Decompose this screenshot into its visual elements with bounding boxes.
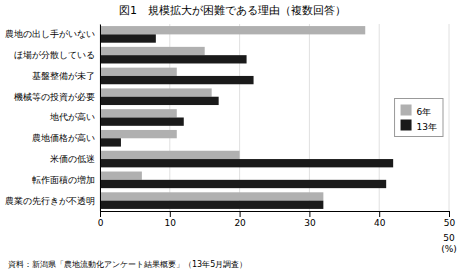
tick-mark bbox=[100, 211, 101, 217]
bars bbox=[100, 26, 393, 209]
bar bbox=[100, 34, 156, 42]
bar bbox=[100, 201, 323, 209]
tick-label: 機械等の投資が必要 bbox=[14, 92, 95, 102]
bar bbox=[100, 26, 365, 34]
legend-label: 6年 bbox=[417, 107, 432, 117]
tick-label: 地代が高い bbox=[49, 112, 95, 122]
tick-label: 20 bbox=[234, 218, 246, 228]
y-tick: ほ場が分散している bbox=[14, 50, 100, 60]
axis-line bbox=[101, 212, 450, 218]
tick-label: 基盤整備が未了 bbox=[32, 71, 95, 81]
annotation: 50 bbox=[443, 233, 455, 243]
legend-swatch bbox=[401, 120, 412, 131]
bar bbox=[100, 151, 240, 159]
chart-svg: 図1 規模拡大が困難である理由（複数回答） 0 10 20 30 40 50 農地の出し手がい… bbox=[0, 0, 465, 273]
bar bbox=[100, 138, 121, 146]
y-tick: 基盤整備が未了 bbox=[32, 71, 100, 81]
legend-label: 13年 bbox=[417, 122, 437, 132]
legend: 6年 13年 bbox=[395, 99, 443, 137]
tick-label: 50 bbox=[444, 218, 456, 228]
y-tick: 農業の先行きが不透明 bbox=[5, 195, 100, 205]
y-tick: 農地価格が高い bbox=[32, 133, 100, 143]
x-axis: 0 10 20 30 40 50 bbox=[98, 211, 456, 228]
tick-label: 農地価格が高い bbox=[32, 133, 95, 143]
annotation: (%) bbox=[441, 244, 457, 254]
tick-mark bbox=[449, 211, 450, 217]
tick-mark bbox=[379, 211, 380, 217]
bar bbox=[100, 172, 142, 180]
series bbox=[100, 34, 393, 209]
grid bbox=[100, 24, 449, 211]
bar bbox=[100, 55, 247, 63]
bar bbox=[100, 47, 205, 55]
x-tick: 20 bbox=[234, 211, 246, 228]
bar bbox=[100, 180, 386, 188]
y-tick: 機械等の投資が必要 bbox=[14, 92, 100, 102]
tick-label: 米価の低迷 bbox=[50, 154, 95, 164]
bar bbox=[100, 159, 393, 167]
y-tick: 転作面積の増加 bbox=[32, 175, 100, 185]
bar bbox=[100, 109, 177, 117]
x-tick: 10 bbox=[165, 211, 177, 228]
tick-label: 10 bbox=[165, 218, 177, 228]
legend-swatch bbox=[401, 105, 412, 116]
tick-label: 農業の先行きが不透明 bbox=[5, 195, 95, 205]
bar bbox=[100, 192, 323, 200]
axis-line bbox=[100, 25, 101, 212]
y-tick: 地代が高い bbox=[49, 112, 100, 122]
bar bbox=[100, 130, 177, 138]
x-tick: 40 bbox=[374, 211, 386, 228]
bar bbox=[100, 88, 212, 96]
plot: 0 10 20 30 40 50 農地の出し手がいないほ場が分散している基盤整備が未了機械等… bbox=[5, 24, 457, 254]
tick-mark bbox=[170, 211, 171, 217]
grid-line bbox=[449, 24, 450, 211]
tick-label: 農地の出し手がいない bbox=[5, 29, 95, 39]
series bbox=[100, 26, 365, 201]
tick-mark bbox=[240, 211, 241, 217]
tick-mark bbox=[309, 211, 310, 217]
grid-line bbox=[100, 24, 101, 211]
bar bbox=[100, 118, 184, 126]
x-tick: 50 bbox=[444, 211, 456, 228]
y-tick: 米価の低迷 bbox=[50, 154, 100, 164]
y-axis: 農地の出し手がいないほ場が分散している基盤整備が未了機械等の投資が必要地代が高い… bbox=[5, 25, 101, 212]
title: 図1 規模拡大が困難である理由（複数回答） bbox=[119, 4, 346, 17]
bar bbox=[100, 76, 254, 84]
y-tick: 農地の出し手がいない bbox=[5, 29, 100, 39]
legend-item: 13年 bbox=[401, 120, 437, 132]
tick-label: 30 bbox=[304, 218, 316, 228]
legend-frame bbox=[395, 99, 443, 137]
footnote: 資料：新潟県「農地流動化アンケート結果概要」（13年5月調査） bbox=[8, 260, 247, 269]
tick-label: 0 bbox=[98, 218, 104, 228]
bar bbox=[100, 97, 219, 105]
tick-label: ほ場が分散している bbox=[14, 50, 95, 60]
x-tick: 0 bbox=[98, 211, 104, 228]
tick-label: 40 bbox=[374, 218, 386, 228]
chart-container: 図1 規模拡大が困難である理由（複数回答） 0 10 20 30 40 50 農地の出し手がい… bbox=[0, 0, 465, 273]
bar bbox=[100, 68, 177, 76]
legend-item: 6年 bbox=[401, 105, 432, 117]
x-tick: 30 bbox=[304, 211, 316, 228]
tick-label: 転作面積の増加 bbox=[32, 175, 95, 185]
